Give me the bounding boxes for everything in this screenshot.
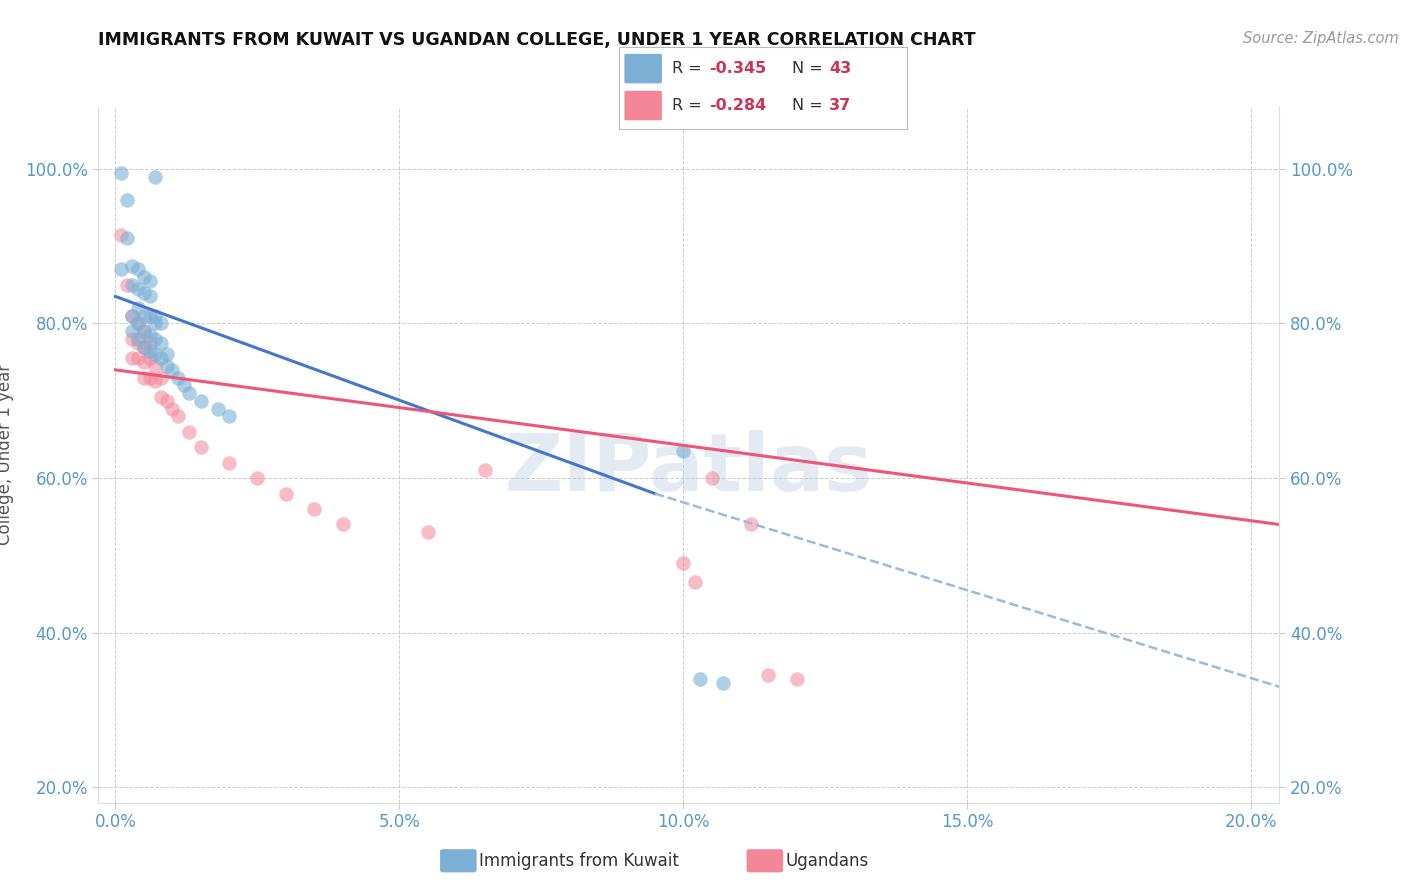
Point	[110, 166, 132, 180]
Point	[218, 409, 240, 424]
Point	[138, 335, 160, 350]
Point	[711, 676, 734, 690]
Point	[190, 440, 212, 454]
Point	[121, 351, 143, 366]
Point	[179, 386, 201, 401]
Point	[127, 335, 149, 350]
Point	[274, 486, 297, 500]
Text: Source: ZipAtlas.com: Source: ZipAtlas.com	[1243, 31, 1399, 46]
Point	[162, 363, 183, 377]
Point	[127, 317, 149, 331]
Point	[127, 262, 149, 277]
Point	[121, 259, 143, 273]
Point	[143, 169, 166, 184]
Point	[149, 317, 172, 331]
Point	[121, 332, 143, 346]
Point	[474, 463, 496, 477]
Text: R =: R =	[672, 98, 707, 113]
Point	[149, 351, 172, 366]
Point	[179, 425, 201, 439]
Point	[121, 277, 143, 292]
Point	[115, 231, 138, 245]
Point	[132, 355, 155, 369]
Point	[167, 409, 190, 424]
Point	[121, 309, 143, 323]
Point	[138, 343, 160, 358]
Point	[132, 324, 155, 338]
Point	[207, 401, 229, 416]
Point	[190, 393, 212, 408]
Point	[700, 471, 723, 485]
Point	[132, 309, 155, 323]
Point	[332, 517, 354, 532]
Point	[138, 328, 160, 343]
Point	[149, 370, 172, 384]
Point	[138, 370, 160, 384]
Point	[740, 517, 762, 532]
Text: N =: N =	[792, 62, 828, 76]
Point	[110, 262, 132, 277]
Point	[758, 668, 780, 682]
Point	[138, 289, 160, 303]
Point	[132, 370, 155, 384]
Point	[155, 359, 177, 373]
Point	[143, 347, 166, 361]
Point	[162, 401, 183, 416]
Point	[149, 335, 172, 350]
Point	[138, 351, 160, 366]
Point	[302, 502, 325, 516]
Point	[127, 317, 149, 331]
Point	[683, 575, 706, 590]
Point	[155, 393, 177, 408]
Point	[143, 359, 166, 373]
Point	[143, 332, 166, 346]
Point	[127, 282, 149, 296]
Point	[218, 456, 240, 470]
Point	[127, 351, 149, 366]
Text: N =: N =	[792, 98, 828, 113]
Point	[138, 309, 160, 323]
Text: Immigrants from Kuwait: Immigrants from Kuwait	[479, 852, 679, 870]
Text: 43: 43	[830, 62, 851, 76]
Point	[167, 370, 190, 384]
Point	[132, 324, 155, 338]
Text: Ugandans: Ugandans	[786, 852, 869, 870]
Text: ZIPatlas: ZIPatlas	[505, 430, 873, 508]
Point	[132, 270, 155, 285]
Point	[143, 317, 166, 331]
Point	[121, 324, 143, 338]
Point	[110, 227, 132, 242]
Text: R =: R =	[672, 62, 707, 76]
Point	[143, 375, 166, 389]
Text: 37: 37	[830, 98, 851, 113]
Y-axis label: College, Under 1 year: College, Under 1 year	[0, 364, 14, 546]
Point	[115, 277, 138, 292]
Point	[127, 301, 149, 315]
Point	[115, 193, 138, 207]
Text: -0.284: -0.284	[710, 98, 766, 113]
Point	[143, 309, 166, 323]
FancyBboxPatch shape	[624, 54, 662, 83]
Point	[786, 672, 808, 686]
Point	[672, 444, 695, 458]
Point	[132, 340, 155, 354]
Point	[672, 556, 695, 570]
Point	[246, 471, 269, 485]
FancyBboxPatch shape	[624, 91, 662, 120]
Point	[173, 378, 195, 392]
Point	[132, 340, 155, 354]
Point	[132, 285, 155, 300]
Point	[416, 525, 439, 540]
Text: IMMIGRANTS FROM KUWAIT VS UGANDAN COLLEGE, UNDER 1 YEAR CORRELATION CHART: IMMIGRANTS FROM KUWAIT VS UGANDAN COLLEG…	[98, 31, 976, 49]
Point	[155, 347, 177, 361]
Point	[121, 309, 143, 323]
Point	[127, 332, 149, 346]
Point	[138, 274, 160, 288]
Point	[689, 672, 711, 686]
Point	[149, 390, 172, 404]
Text: -0.345: -0.345	[710, 62, 766, 76]
